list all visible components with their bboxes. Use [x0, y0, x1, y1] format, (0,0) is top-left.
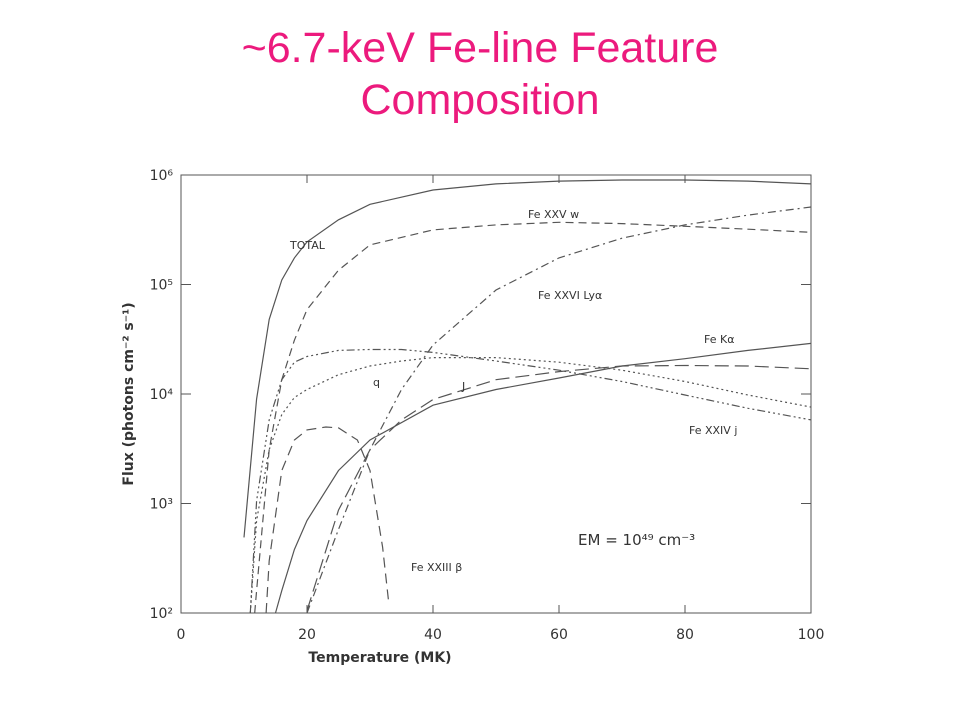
series-label: Fe Kα	[704, 333, 734, 346]
series-line	[265, 426, 390, 614]
y-tick-label: 10³	[150, 497, 173, 513]
y-axis-label: Flux (photons cm⁻² s⁻¹)	[121, 302, 137, 485]
series-label: Fe XXV w	[528, 208, 579, 221]
series-line	[254, 221, 812, 614]
x-axis-label: Temperature (MK)	[308, 650, 451, 666]
series-label: Fe XXVI Lyα	[538, 289, 602, 302]
slide-title: ~6.7-keV Fe-line Feature Composition	[241, 24, 719, 124]
series-line	[249, 348, 812, 614]
x-tick-label: 40	[424, 627, 442, 643]
annotation: EM = 10⁴⁹ cm⁻³	[578, 531, 695, 549]
series-label: q	[373, 376, 380, 389]
x-tick-label: 100	[798, 627, 825, 643]
series-label: Fe XXIII β	[411, 561, 462, 574]
series-line	[306, 206, 812, 614]
series-line	[274, 342, 812, 614]
series-line	[306, 364, 812, 611]
y-tick-label: 10⁶	[150, 168, 174, 184]
y-tick-label: 10²	[150, 606, 173, 622]
y-tick-label: 10⁵	[150, 278, 173, 294]
series-label: Fe XXIV j	[689, 424, 737, 437]
x-tick-label: 20	[298, 627, 316, 643]
series-label: TOTAL	[289, 239, 326, 252]
plot-frame	[180, 174, 812, 614]
series-line	[249, 357, 812, 614]
series-line	[243, 179, 812, 538]
series-label: J	[461, 380, 465, 393]
x-tick-label: 80	[676, 627, 694, 643]
x-tick-label: 0	[177, 627, 186, 643]
y-tick-label: 10⁴	[150, 387, 174, 403]
x-tick-label: 60	[550, 627, 568, 643]
